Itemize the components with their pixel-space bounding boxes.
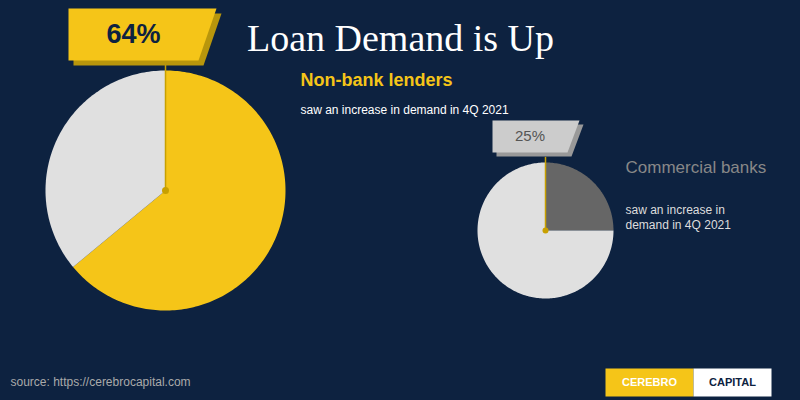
svg-text:saw an increase in demand in 4: saw an increase in demand in 4Q 2021	[301, 103, 509, 117]
svg-text:CAPITAL: CAPITAL	[709, 376, 756, 388]
svg-text:64%: 64%	[106, 19, 160, 49]
svg-text:saw an increase indemand in 4Q: saw an increase indemand in 4Q 2021	[626, 203, 732, 233]
svg-text:CEREBRO: CEREBRO	[622, 376, 677, 388]
svg-text:25%: 25%	[515, 127, 545, 144]
svg-text:Non-bank lenders: Non-bank lenders	[301, 70, 453, 90]
svg-text:Loan Demand is Up: Loan Demand is Up	[247, 17, 554, 59]
svg-text:source: https://cerebrocapital: source: https://cerebrocapital.com	[11, 375, 191, 389]
svg-text:Commercial banks: Commercial banks	[626, 158, 767, 177]
